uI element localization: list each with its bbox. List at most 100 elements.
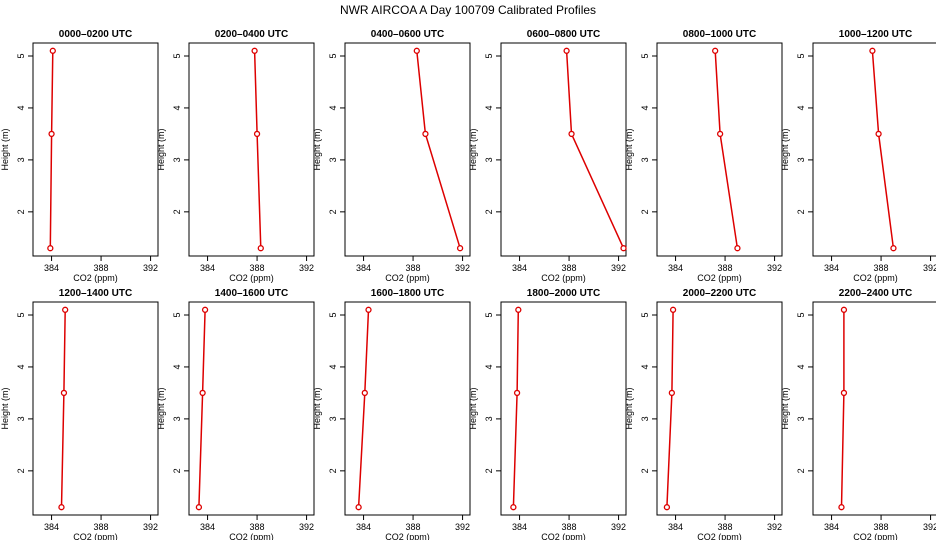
- data-point: [251, 47, 258, 54]
- x-tick-label: 384: [824, 263, 839, 273]
- data-point: [47, 245, 54, 252]
- plot-frame: [188, 301, 315, 516]
- y-tick-label: 3: [796, 416, 806, 421]
- x-tick-label: 392: [299, 522, 314, 532]
- data-point: [875, 130, 882, 138]
- data-point: [668, 389, 676, 397]
- profile-panel: 1800–2000 UTC 384 388 392 2 3 4 5 CO2 (ppm) Heigh…: [468, 288, 627, 540]
- data-point: [513, 389, 521, 397]
- plot-frame: [500, 42, 627, 257]
- y-tick-label: 3: [484, 416, 494, 421]
- x-tick-label: 384: [44, 263, 59, 273]
- plot-frame: [812, 301, 936, 516]
- y-axis-label: Height (m): [624, 387, 634, 429]
- data-point: [663, 504, 671, 511]
- profile-line: [253, 50, 262, 249]
- y-tick-label: 2: [328, 209, 338, 214]
- panel-title: 1800–2000 UTC: [527, 288, 600, 299]
- profile-line: [49, 50, 54, 249]
- x-axis-label: CO2 (ppm): [73, 273, 118, 283]
- y-tick-label: 2: [16, 468, 26, 473]
- y-axis-label: Height (m): [0, 128, 10, 170]
- x-tick-label: 388: [406, 263, 421, 273]
- x-axis-label: CO2 (ppm): [853, 273, 898, 283]
- y-tick-label: 5: [640, 312, 650, 317]
- plot-frame: [656, 301, 783, 516]
- x-tick-label: 392: [767, 522, 782, 532]
- chart-title: NWR AIRCOA A Day 100709 Calibrated Profi…: [340, 3, 596, 17]
- y-tick-label: 5: [328, 312, 338, 317]
- y-tick-label: 3: [640, 157, 650, 162]
- y-tick-label: 4: [640, 105, 650, 110]
- profile-panel: 1000–1200 UTC 384 388 392 2 3 4 5 CO2 (ppm) Heigh…: [780, 29, 936, 283]
- panel-title: 0800–1000 UTC: [683, 29, 756, 40]
- panel-title: 0000–0200 UTC: [59, 29, 132, 40]
- profile-panel: 2000–2200 UTC 384 388 392 2 3 4 5 CO2 (ppm) Heigh…: [624, 288, 783, 540]
- y-tick-label: 3: [328, 416, 338, 421]
- y-tick-label: 4: [16, 364, 26, 369]
- x-tick-label: 388: [874, 263, 889, 273]
- x-tick-label: 392: [455, 263, 470, 273]
- x-axis-label: CO2 (ppm): [541, 273, 586, 283]
- y-tick-label: 4: [172, 364, 182, 369]
- x-tick-label: 388: [94, 522, 109, 532]
- y-axis-label: Height (m): [156, 128, 166, 170]
- x-tick-label: 384: [512, 263, 527, 273]
- profile-panel: 1400–1600 UTC 384 388 392 2 3 4 5 CO2 (ppm) Heigh…: [156, 288, 315, 540]
- data-point: [195, 504, 203, 511]
- x-tick-label: 384: [200, 263, 215, 273]
- x-tick-label: 384: [668, 263, 683, 273]
- x-tick-label: 388: [250, 522, 265, 532]
- panel-title: 1000–1200 UTC: [839, 29, 912, 40]
- panel-title: 0200–0400 UTC: [215, 29, 288, 40]
- y-tick-label: 4: [328, 105, 338, 110]
- profile-panel: 0200–0400 UTC 384 388 392 2 3 4 5 CO2 (ppm) Heigh…: [156, 29, 315, 283]
- data-point: [422, 130, 429, 138]
- data-point: [60, 389, 68, 397]
- plot-frame: [188, 42, 315, 257]
- data-point: [365, 306, 372, 313]
- x-axis-label: CO2 (ppm): [229, 273, 274, 283]
- x-tick-label: 384: [356, 263, 371, 273]
- x-axis-label: CO2 (ppm): [541, 532, 586, 540]
- panel-title: 1200–1400 UTC: [59, 288, 132, 299]
- y-tick-label: 5: [172, 312, 182, 317]
- y-tick-label: 2: [796, 468, 806, 473]
- y-tick-label: 5: [328, 53, 338, 58]
- profile-line: [357, 309, 370, 508]
- y-tick-label: 5: [640, 53, 650, 58]
- y-tick-label: 5: [796, 312, 806, 317]
- y-tick-label: 5: [16, 312, 26, 317]
- plot-frame: [656, 42, 783, 257]
- x-tick-label: 392: [923, 522, 936, 532]
- y-tick-label: 4: [640, 364, 650, 369]
- y-tick-label: 3: [172, 157, 182, 162]
- data-point: [869, 47, 876, 54]
- y-tick-label: 3: [16, 157, 26, 162]
- y-tick-label: 3: [484, 157, 494, 162]
- profile-line: [60, 309, 66, 508]
- x-tick-label: 388: [874, 522, 889, 532]
- profile-line: [714, 50, 739, 249]
- y-tick-label: 5: [484, 53, 494, 58]
- x-axis-label: CO2 (ppm): [385, 532, 430, 540]
- data-point: [48, 130, 55, 138]
- plot-frame: [32, 42, 159, 257]
- x-tick-label: 388: [406, 522, 421, 532]
- data-point: [253, 130, 261, 138]
- plot-frame: [344, 42, 471, 257]
- y-tick-label: 5: [484, 312, 494, 317]
- y-tick-label: 2: [796, 209, 806, 214]
- y-tick-label: 5: [172, 53, 182, 58]
- y-tick-label: 3: [172, 416, 182, 421]
- y-tick-label: 5: [796, 53, 806, 58]
- x-axis-label: CO2 (ppm): [697, 273, 742, 283]
- data-point: [62, 306, 69, 313]
- y-axis-label: Height (m): [312, 387, 322, 429]
- data-point: [49, 47, 56, 54]
- y-tick-label: 4: [484, 364, 494, 369]
- x-tick-label: 392: [299, 263, 314, 273]
- profile-panel: 0800–1000 UTC 384 388 392 2 3 4 5 CO2 (ppm) Heigh…: [624, 29, 783, 283]
- profile-panel: 0600–0800 UTC 384 388 392 2 3 4 5 CO2 (ppm) Heigh…: [468, 29, 627, 283]
